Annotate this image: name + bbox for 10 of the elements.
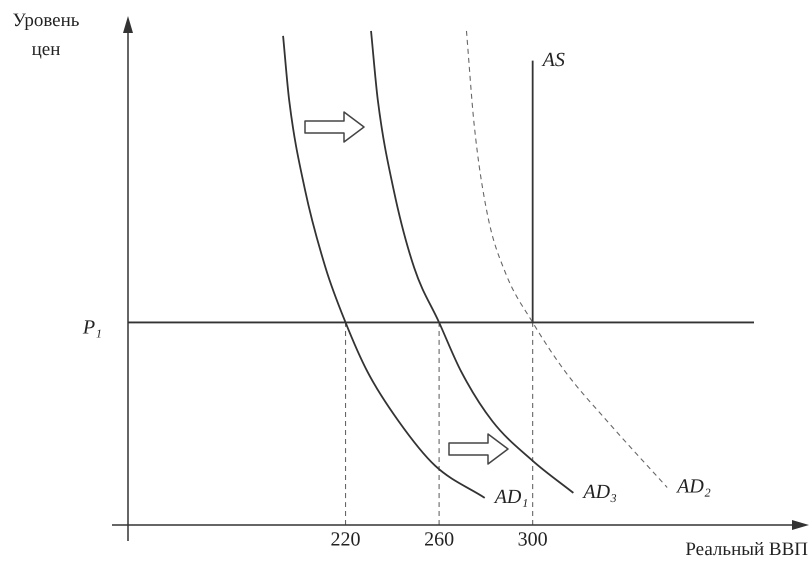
series-label: AD₃ (581, 481, 618, 504)
ref-line-label: P₁ (82, 316, 102, 339)
series-label: AD₁ (492, 486, 528, 508)
series-label: AS (540, 48, 565, 71)
x-tick-label: 260 (424, 528, 454, 550)
series-label: AD₂ (675, 476, 711, 498)
y-axis-title: Уровень цен (12, 9, 80, 62)
x-tick-label: 300 (518, 528, 548, 550)
x-axis-title: Реальный ВВП (685, 539, 808, 561)
x-tick-label: 220 (330, 528, 361, 550)
